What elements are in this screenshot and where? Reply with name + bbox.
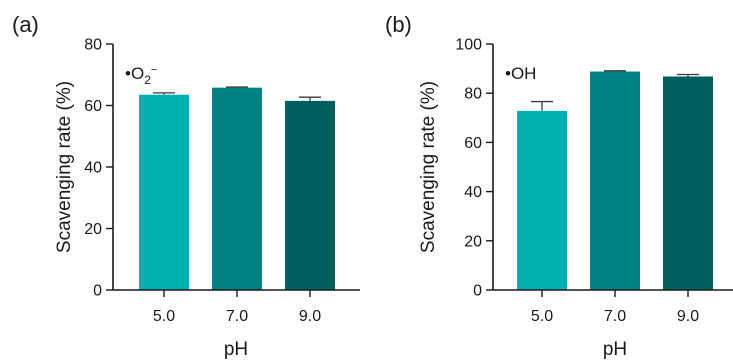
y-tick-label: 60 bbox=[84, 98, 102, 115]
y-tick-label: 80 bbox=[464, 86, 482, 103]
bar-ph-5.0 bbox=[517, 110, 567, 290]
y-tick-label: 40 bbox=[84, 160, 102, 177]
y-tick-label: 0 bbox=[473, 283, 482, 300]
y-tick-label: 20 bbox=[464, 233, 482, 250]
y-axis-title: Scavenging rate (%) bbox=[54, 81, 75, 253]
x-tick-label: 5.0 bbox=[531, 308, 553, 325]
panel-label: (a) bbox=[12, 12, 39, 37]
bar-ph-5.0 bbox=[139, 94, 189, 290]
annotation-bullet: • bbox=[125, 64, 131, 83]
y-tick-label: 20 bbox=[84, 221, 102, 238]
annotation-bullet: • bbox=[505, 64, 511, 83]
chart-panel-b: (b) 5.0 7.0 9.0 0 20 40 60 80 100 Scavenging rate … bbox=[385, 12, 733, 360]
bar-ph-7.0 bbox=[212, 87, 262, 290]
panel-label: (b) bbox=[385, 12, 412, 37]
annotation-subscript: 2 bbox=[144, 73, 151, 87]
bar-ph-9.0 bbox=[285, 100, 335, 290]
x-tick-label: 5.0 bbox=[153, 308, 175, 325]
x-tick-label: 7.0 bbox=[604, 308, 626, 325]
bar-ph-7.0 bbox=[590, 71, 640, 290]
chart-panel-a: (a) 5.0 7.0 9.0 0 20 40 60 80 Scavenging rate (%)… bbox=[12, 12, 360, 360]
annotation-species: OH bbox=[511, 64, 537, 83]
species-annotation: •O2− bbox=[125, 64, 157, 87]
annotation-species: O bbox=[131, 64, 144, 83]
annotation-superscript: − bbox=[151, 64, 157, 76]
bar-ph-9.0 bbox=[663, 76, 713, 290]
x-axis-title: pH bbox=[603, 339, 627, 360]
y-axis-title: Scavenging rate (%) bbox=[418, 81, 439, 253]
x-tick-label: 9.0 bbox=[299, 308, 321, 325]
species-annotation: •OH bbox=[505, 64, 536, 83]
x-axis-title: pH bbox=[224, 339, 248, 360]
x-tick-label: 9.0 bbox=[677, 308, 699, 325]
y-tick-label: 100 bbox=[455, 37, 482, 54]
x-tick-label: 7.0 bbox=[226, 308, 248, 325]
y-tick-label: 60 bbox=[464, 135, 482, 152]
y-tick-label: 0 bbox=[93, 283, 102, 300]
y-tick-label: 40 bbox=[464, 184, 482, 201]
y-tick-label: 80 bbox=[84, 37, 102, 54]
